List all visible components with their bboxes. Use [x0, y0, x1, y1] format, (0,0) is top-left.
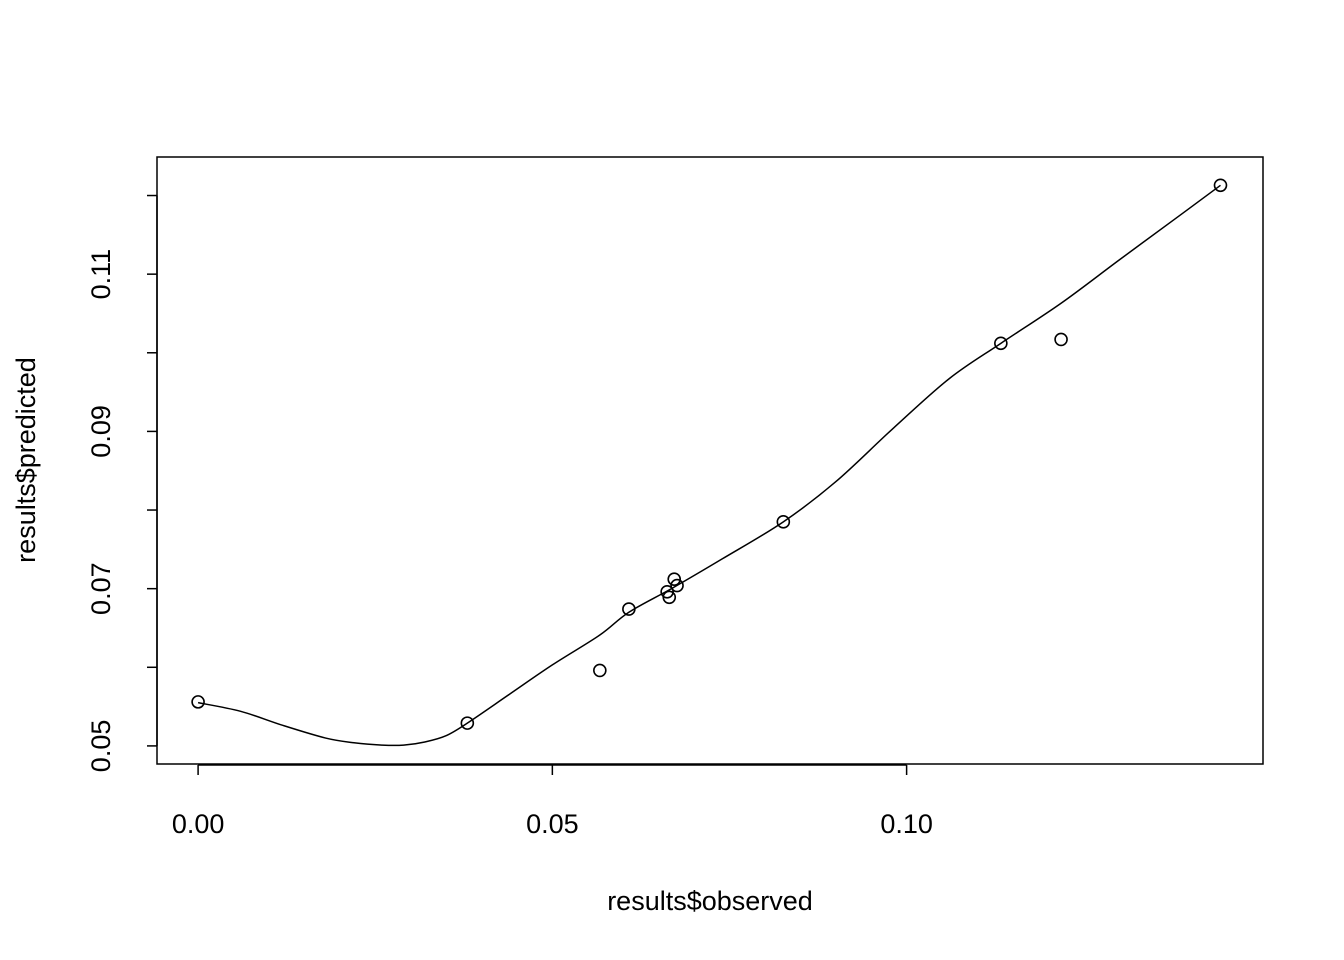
smooth-line	[197, 184, 1221, 747]
y-axis-title: results$predicted	[11, 357, 41, 563]
points-layer	[191, 178, 1228, 730]
y-tick-label: 0.05	[86, 720, 116, 773]
data-point	[1054, 332, 1068, 347]
y-tick-label: 0.11	[86, 249, 116, 300]
x-tick-label: 0.05	[526, 809, 579, 839]
smooth-line-layer	[197, 184, 1221, 747]
data-point	[670, 578, 684, 593]
data-point	[667, 572, 682, 587]
data-point	[994, 336, 1008, 351]
data-point	[593, 663, 607, 678]
plot-frame	[156, 156, 1264, 765]
y-tick-label: 0.09	[86, 405, 116, 458]
data-point	[191, 695, 205, 709]
data-point	[622, 602, 636, 616]
x-axis: 0.00 0.05 0.10	[172, 764, 933, 839]
x-tick-label: 0.10	[880, 809, 933, 839]
y-tick-label: 0.07	[86, 562, 116, 615]
data-point	[1213, 178, 1228, 193]
data-point	[662, 590, 677, 605]
data-point	[460, 716, 475, 730]
x-axis-title: results$observed	[607, 886, 813, 916]
y-axis: 0.05 0.07 0.09 0.11	[86, 194, 158, 773]
x-tick-label: 0.00	[172, 809, 225, 839]
data-point	[776, 515, 791, 529]
